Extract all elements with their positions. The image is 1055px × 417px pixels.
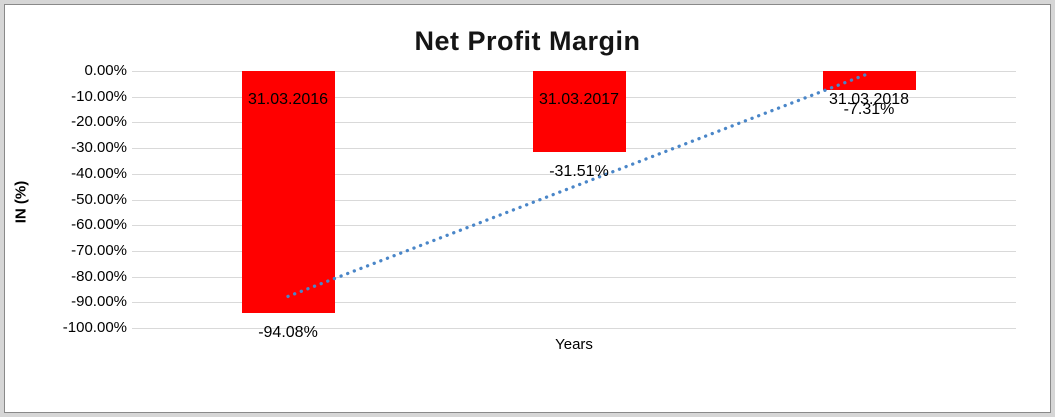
category-label: 31.03.2018 bbox=[828, 91, 910, 108]
data-label: -94.08% bbox=[258, 323, 318, 341]
y-axis-tick-label: -90.00% bbox=[71, 293, 127, 311]
y-axis-tick-label: -10.00% bbox=[71, 87, 127, 105]
bar-31.03.2018[interactable] bbox=[822, 71, 916, 90]
bar-31.03.2017[interactable] bbox=[532, 71, 626, 152]
y-axis-tick-label: -50.00% bbox=[71, 190, 127, 208]
y-axis-tick-label: -20.00% bbox=[71, 113, 127, 131]
chart-area: Net Profit Margin IN (%) 0.00% -10.00% -20… bbox=[4, 4, 1051, 413]
gridline bbox=[132, 328, 1016, 329]
x-axis-title: Years bbox=[555, 336, 593, 353]
y-axis-tick-label: -100.00% bbox=[62, 319, 127, 336]
data-label: -31.51% bbox=[549, 162, 609, 180]
data-label: -7.31% bbox=[843, 100, 895, 118]
category-label: 31.03.2017 bbox=[538, 91, 620, 108]
y-axis-tick-label: -80.00% bbox=[71, 267, 127, 285]
category-label: 31.03.2016 bbox=[247, 91, 329, 108]
y-axis-tick-label: -30.00% bbox=[71, 139, 127, 157]
chart-title: Net Profit Margin bbox=[414, 26, 641, 56]
gridline bbox=[132, 302, 1016, 304]
y-axis-tick-label: 0.00% bbox=[84, 62, 127, 79]
y-axis-tick-label: -70.00% bbox=[71, 241, 127, 259]
y-axis-tick-label: -40.00% bbox=[71, 164, 127, 182]
y-axis-tick-label: -60.00% bbox=[71, 216, 127, 234]
